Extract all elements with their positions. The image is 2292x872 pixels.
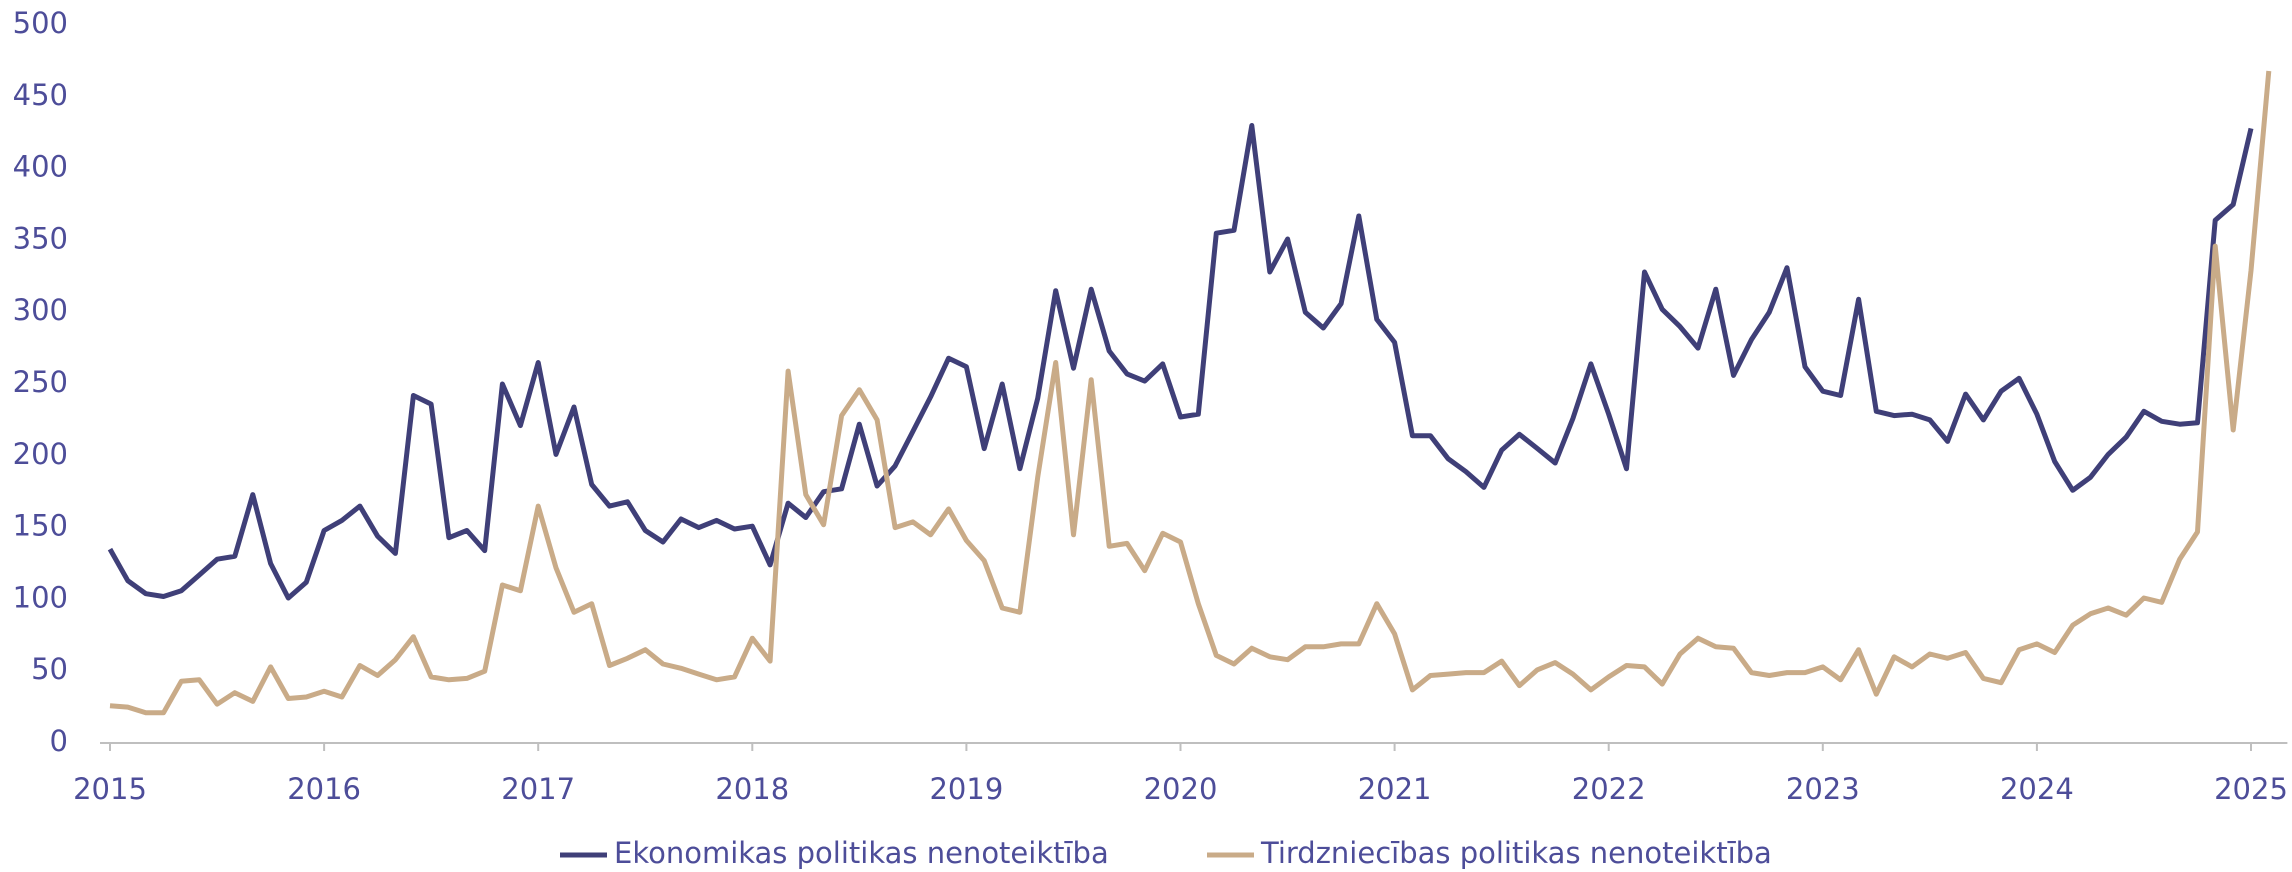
x-tick-label: 2019: [929, 772, 1003, 806]
series-line: [107, 123, 2254, 601]
y-tick-label: 50: [31, 652, 68, 686]
y-tick-label: 0: [50, 724, 68, 758]
y-tick-label: 100: [13, 580, 68, 614]
y-tick-label: 350: [13, 221, 68, 255]
x-tick-label: 2017: [501, 772, 575, 806]
y-tick-label: 400: [13, 150, 68, 184]
x-tick-label: 2024: [2000, 772, 2074, 806]
x-tick-label: 2018: [715, 772, 789, 806]
y-tick-label: 200: [13, 437, 68, 471]
y-tick-label: 300: [13, 293, 68, 327]
y-tick-label: 150: [13, 509, 68, 543]
x-tick-label: 2021: [1358, 772, 1432, 806]
y-tick-label: 500: [13, 6, 68, 40]
legend-label: Ekonomikas politikas nenoteiktība: [614, 836, 1109, 870]
x-tick-label: 2020: [1144, 772, 1218, 806]
y-tick-label: 450: [13, 78, 68, 112]
x-tick-label: 2025: [2214, 772, 2288, 806]
series-line: [109, 70, 2272, 716]
x-tick-label: 2022: [1572, 772, 1646, 806]
x-tick-label: 2016: [287, 772, 361, 806]
x-tick-label: 2023: [1786, 772, 1860, 806]
y-tick-label: 250: [13, 365, 68, 399]
x-tick-label: 2015: [73, 772, 147, 806]
legend-label: Tirdzniecības politikas nenoteiktība: [1260, 836, 1772, 870]
